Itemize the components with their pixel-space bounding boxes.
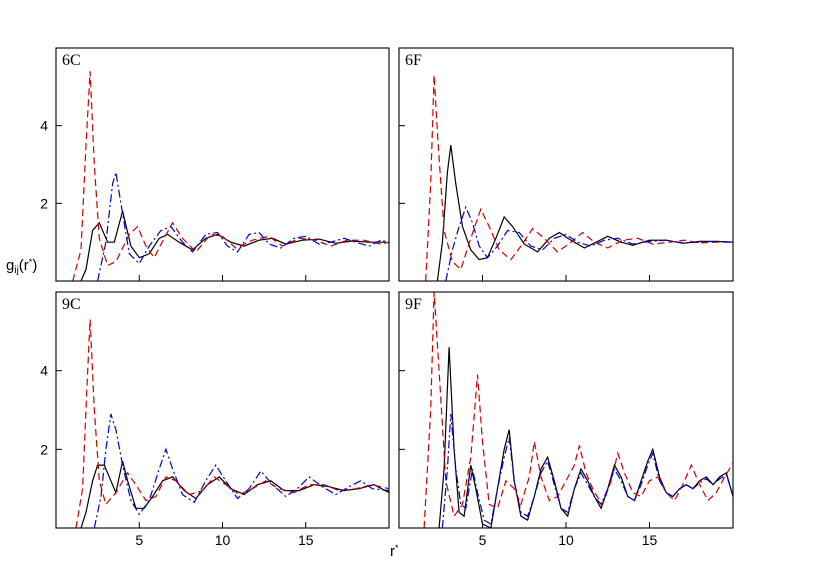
series-group xyxy=(425,75,733,281)
series-line-1 xyxy=(436,145,733,281)
series-group xyxy=(423,292,733,528)
series-line-2 xyxy=(423,292,733,528)
x-tick-label: 5 xyxy=(135,532,143,548)
y-tick-label: 4 xyxy=(40,118,48,134)
series-line-3 xyxy=(93,413,389,528)
panel-label: 6C xyxy=(62,52,81,69)
series-line-1 xyxy=(438,347,733,528)
panel-9c: 9C 5 10 15 2 4 xyxy=(40,291,390,548)
panel-9f: 9F 5 10 15 xyxy=(398,291,734,548)
x-tick-label: 15 xyxy=(298,532,314,548)
series-group xyxy=(75,319,389,528)
panel-6f: 6F xyxy=(398,47,734,282)
series-group xyxy=(72,71,389,281)
panels: 6C 2 4 6F 9C 5 10 15 2 4 9F 5 10 15 xyxy=(40,47,734,548)
y-axis-label: gij(r*) xyxy=(6,257,37,276)
x-tick-label: 10 xyxy=(215,532,231,548)
panel-frame xyxy=(398,291,734,529)
y-tick-label: 2 xyxy=(40,441,48,457)
series-line-1 xyxy=(80,460,389,528)
series-line-2 xyxy=(75,319,389,528)
series-line-2 xyxy=(425,75,733,281)
panel-label: 6F xyxy=(405,52,422,69)
x-tick-label: 10 xyxy=(558,532,574,548)
y-tick-label: 4 xyxy=(40,363,48,379)
x-axis-label: r* xyxy=(390,543,399,560)
panel-frame xyxy=(55,291,390,529)
panel-6c: 6C 2 4 xyxy=(40,47,390,282)
series-line-2 xyxy=(72,71,389,281)
y-tick-label: 2 xyxy=(40,195,48,211)
x-tick-label: 15 xyxy=(642,532,658,548)
panel-label: 9F xyxy=(405,296,422,313)
series-line-3 xyxy=(97,172,389,281)
x-tick-label: 5 xyxy=(479,532,487,548)
panel-label: 9C xyxy=(62,296,81,313)
panel-frame xyxy=(55,47,390,282)
series-line-3 xyxy=(441,413,733,528)
series-line-3 xyxy=(445,205,733,281)
